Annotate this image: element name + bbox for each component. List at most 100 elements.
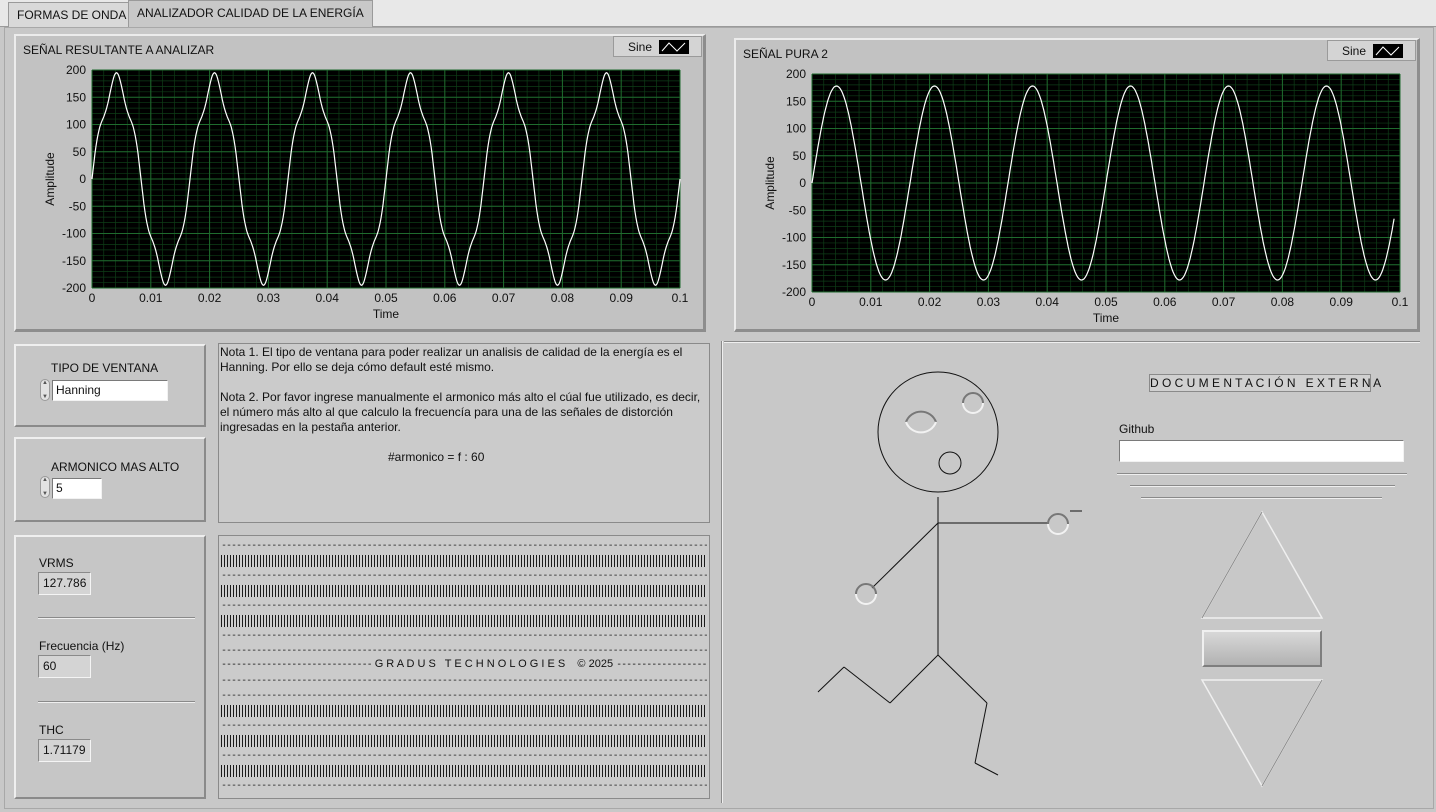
vrms-indicator: 127.786 — [38, 572, 91, 595]
harmonic-label: ARMONICO MAS ALTO — [51, 460, 180, 474]
frequency-indicator: 60 — [38, 655, 91, 678]
window-type-ring[interactable]: Hanning — [52, 380, 168, 401]
chart2-legend-label: Sine — [1342, 44, 1367, 58]
x-tick-label: 0.07 — [492, 291, 516, 305]
x-tick-label: 0.03 — [977, 295, 1001, 309]
y-tick-label: 0 — [799, 176, 806, 190]
docs-open-button[interactable] — [1202, 630, 1322, 667]
stick-figure-head — [877, 371, 999, 493]
stripe-bar — [221, 765, 707, 777]
thc-label: THC — [39, 723, 64, 737]
dash-line: ----------------------------------------… — [221, 600, 707, 611]
x-tick-label: 0.03 — [257, 291, 281, 305]
y-tick-label: -100 — [62, 227, 86, 241]
window-type-ring-arrows[interactable] — [40, 379, 50, 401]
chart2-legend[interactable]: Sine — [1327, 40, 1416, 61]
dash-line: ----------------------------------------… — [221, 540, 707, 551]
frequency-label: Frecuencia (Hz) — [39, 639, 125, 653]
vertical-separator — [721, 341, 723, 803]
right-separator — [724, 341, 1420, 343]
stick-figure-illustration — [817, 371, 1082, 776]
arrow-down-icon — [1200, 679, 1324, 788]
x-tick-label: 0.04 — [1036, 295, 1060, 309]
scroll-arrows — [1200, 510, 1324, 788]
x-tick-label: 0.08 — [1271, 295, 1295, 309]
x-tick-label: 0.05 — [374, 291, 398, 305]
y-axis-label: Amplitude — [763, 156, 777, 210]
x-tick-label: 0.01 — [859, 295, 883, 309]
measure-divider — [38, 701, 195, 703]
dash-line: ----------------------------------------… — [221, 780, 707, 791]
y-tick-label: 100 — [66, 118, 86, 132]
y-tick-label: -50 — [69, 199, 87, 213]
brand-line: ------------------------------ G R A D U… — [221, 657, 707, 671]
x-tick-label: 0.01 — [139, 291, 163, 305]
x-tick-label: 0.07 — [1212, 295, 1236, 309]
y-tick-label: 50 — [73, 145, 87, 159]
x-tick-label: 0.06 — [433, 291, 457, 305]
harmonic-formula: #armonico = f : 60 — [388, 450, 485, 464]
chart1-legend-label: Sine — [628, 40, 653, 54]
note-1: Nota 1. El tipo de ventana para poder re… — [220, 345, 683, 374]
harmonic-input[interactable]: 5 — [52, 478, 102, 499]
dash-line: ----------------------------------------… — [221, 750, 707, 761]
y-axis-label: Amplitude — [43, 152, 57, 206]
x-axis-label: Time — [373, 307, 400, 321]
y-tick-label: 100 — [786, 122, 806, 136]
docs-title: D O C U M E N T A C I Ó N E X T E R N A — [1149, 374, 1382, 392]
dash-line: ----------------------------------------… — [221, 645, 707, 656]
window-type-label: TIPO DE VENTANA — [51, 361, 159, 375]
chart2-plot: 0 0.01 0.02 0.03 0.04 0.05 0.06 0.07 0.08 0.09 0.1… — [763, 67, 1409, 325]
github-input[interactable] — [1119, 440, 1404, 462]
harmonic-stepper-arrows[interactable] — [40, 476, 50, 498]
x-tick-label: 0.08 — [551, 291, 575, 305]
y-tick-label: -200 — [782, 285, 806, 299]
x-tick-label: 0.04 — [316, 291, 340, 305]
y-tick-label: -50 — [789, 203, 807, 217]
measure-divider — [38, 617, 195, 619]
sine-line-icon — [659, 40, 689, 54]
x-axis-label: Time — [1093, 311, 1120, 325]
chart2-title: SEÑAL PURA 2 — [743, 47, 828, 61]
x-tick-label: 0 — [89, 291, 96, 305]
y-tick-label: 150 — [66, 90, 86, 104]
dash-line: ----------------------------------------… — [221, 675, 707, 686]
docs-divider — [1130, 485, 1395, 487]
tab-formas-de-onda[interactable]: FORMAS DE ONDA — [8, 2, 136, 27]
stripe-bar — [221, 585, 707, 597]
x-tick-label: 0.1 — [672, 291, 689, 305]
decorative-panel: ----------------------------------------… — [218, 535, 710, 799]
tab-analizador[interactable]: ANALIZADOR CALIDAD DE LA ENERGÍA — [128, 0, 373, 28]
x-tick-label: 0.09 — [1330, 295, 1354, 309]
y-tick-label: -100 — [782, 231, 806, 245]
notes-panel — [218, 343, 710, 523]
x-tick-label: 0.09 — [610, 291, 634, 305]
y-tick-label: 0 — [79, 172, 86, 186]
y-tick-label: 150 — [786, 94, 806, 108]
y-tick-label: -150 — [62, 254, 86, 268]
docs-divider — [1141, 497, 1382, 499]
y-tick-label: 50 — [793, 149, 807, 163]
stripe-bar — [221, 735, 707, 747]
y-tick-label: -200 — [62, 281, 86, 295]
arrow-up-icon — [1200, 510, 1324, 619]
dash-line: ----------------------------------------… — [221, 630, 707, 641]
x-tick-label: 0 — [809, 295, 816, 309]
sine-line-icon — [1373, 44, 1403, 58]
dash-line: ----------------------------------------… — [221, 570, 707, 581]
x-tick-label: 0.05 — [1094, 295, 1118, 309]
signal-trace — [811, 85, 1395, 281]
stripe-bar — [221, 705, 707, 717]
vrms-label: VRMS — [39, 556, 74, 570]
note-2: Nota 2. Por favor ingrese manualmente el… — [220, 390, 701, 434]
stripe-bar — [221, 555, 707, 567]
signal-trace — [91, 72, 681, 286]
docs-divider — [1117, 473, 1407, 475]
brand-text: G R A D U S T E C H N O L O G I E S © 20… — [374, 658, 614, 670]
chart1-title: SEÑAL RESULTANTE A ANALIZAR — [23, 43, 215, 57]
x-tick-label: 0.1 — [1392, 295, 1409, 309]
chart1-legend[interactable]: Sine — [613, 36, 702, 57]
x-tick-label: 0.02 — [918, 295, 942, 309]
dash-line: ----------------------------------------… — [221, 690, 707, 701]
dash-line: ----------------------------------------… — [221, 720, 707, 731]
